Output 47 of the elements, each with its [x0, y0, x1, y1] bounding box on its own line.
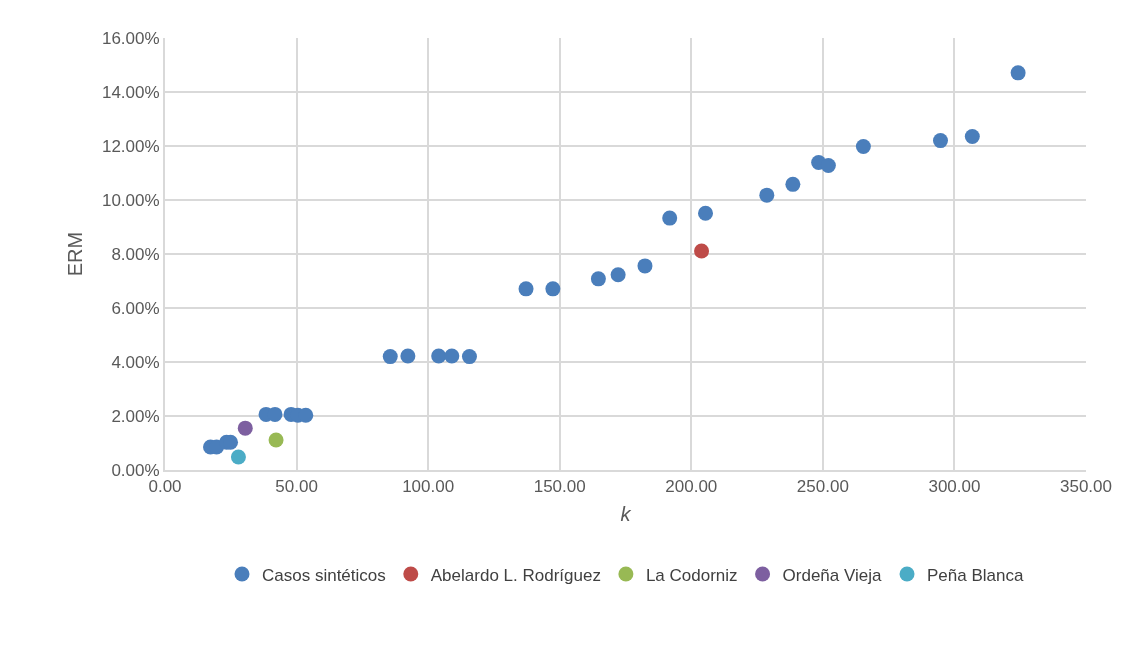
point: [1010, 65, 1026, 81]
legend-label: Casos sintéticos: [262, 565, 386, 585]
legend-label: Peña Blanca: [927, 565, 1024, 585]
y-tick-label: 2.00%: [111, 406, 160, 426]
point: [444, 348, 460, 364]
y-tick-label: 16.00%: [101, 28, 160, 48]
point: [268, 432, 284, 448]
point: [382, 349, 398, 365]
y-tick-label: 12.00%: [101, 136, 160, 156]
y-tick-label: 8.00%: [111, 244, 160, 264]
x-tick-label: 100.00: [402, 477, 455, 497]
point: [855, 139, 871, 155]
point: [820, 157, 836, 173]
point: [590, 271, 606, 287]
x-tick-label: 150.00: [533, 477, 586, 497]
x-tick-label: 50.00: [275, 477, 318, 497]
legend-label: Ordeña Vieja: [782, 565, 883, 585]
point: [694, 243, 710, 259]
point: [785, 176, 801, 192]
point: [610, 267, 626, 283]
point: [400, 348, 416, 364]
point: [964, 129, 980, 145]
legend-label: La Codorniz: [645, 565, 738, 585]
point: [698, 205, 713, 221]
y-axis-title: ERM: [63, 231, 86, 277]
point: [759, 187, 775, 203]
y-tick-label: 4.00%: [111, 352, 160, 372]
point: [662, 210, 678, 226]
y-tick-label: 6.00%: [111, 298, 160, 318]
y-tick-label: 10.00%: [101, 190, 160, 210]
y-tick-label: 0.00%: [111, 460, 160, 480]
point: [237, 420, 253, 436]
point: [932, 133, 948, 149]
point: [637, 258, 653, 274]
x-tick-label: 350.00: [1060, 477, 1112, 497]
point: [230, 449, 246, 465]
point: [431, 348, 447, 364]
x-axis-title: k: [620, 503, 632, 526]
y-tick-label: 14.00%: [101, 82, 160, 102]
x-tick-label: 300.00: [928, 477, 981, 497]
x-tick-label: 250.00: [796, 477, 849, 497]
x-tick-label: 200.00: [665, 477, 718, 497]
point: [518, 281, 534, 297]
x-tick-label: 0.00: [148, 477, 182, 497]
point: [461, 349, 477, 365]
legend-label: Abelardo L. Rodríguez: [430, 565, 601, 585]
point: [545, 281, 561, 297]
